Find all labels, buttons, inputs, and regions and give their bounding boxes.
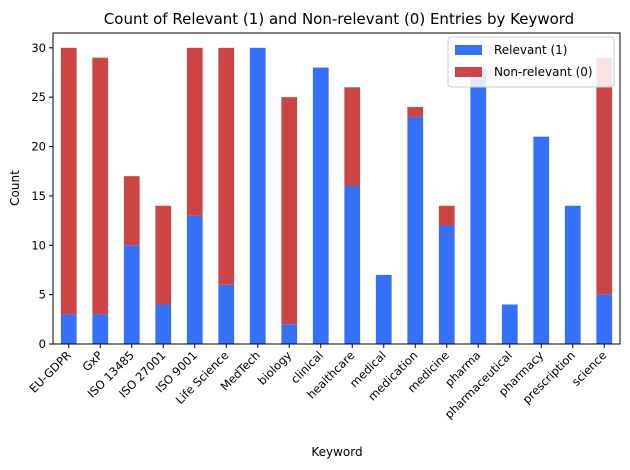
bar-non-relevant — [155, 205, 172, 305]
x-tick-label: GxP — [79, 348, 105, 374]
x-tick-label: science — [569, 348, 610, 389]
bar-relevant — [123, 245, 140, 344]
bar-relevant — [407, 116, 424, 344]
bar-relevant — [564, 205, 581, 344]
bar-relevant — [375, 274, 392, 344]
y-axis-label: Count — [8, 170, 22, 206]
plot-frame — [52, 32, 621, 345]
bar-non-relevant — [281, 97, 298, 325]
x-tick-label: EU-GDPR — [27, 348, 74, 395]
bar-non-relevant — [92, 57, 109, 315]
y-tick-label: 0 — [39, 337, 46, 351]
bar-non-relevant — [438, 205, 455, 226]
legend: Relevant (1) Non-relevant (0) — [447, 36, 615, 88]
bar-relevant — [533, 136, 550, 344]
bar-non-relevant — [123, 176, 140, 246]
bar-relevant — [155, 304, 172, 344]
bar-non-relevant — [596, 57, 613, 295]
bar-relevant — [60, 314, 77, 344]
y-tick-label: 20 — [31, 140, 46, 154]
y-tick-label: 30 — [31, 41, 46, 55]
legend-frame — [447, 36, 615, 88]
x-tick-label: biology — [255, 348, 295, 388]
bar-relevant — [501, 304, 518, 344]
bar-relevant — [596, 294, 613, 344]
bar-relevant — [438, 225, 455, 344]
y-tick-label: 25 — [31, 90, 46, 104]
bar-non-relevant — [344, 87, 361, 187]
bar-non-relevant — [60, 47, 77, 315]
bar-relevant — [312, 67, 329, 344]
bar-relevant — [218, 284, 235, 344]
chart-title: Count of Relevant (1) and Non-relevant (… — [104, 10, 574, 28]
bar-non-relevant — [218, 47, 235, 285]
legend-swatch — [455, 67, 482, 77]
bar-relevant — [92, 314, 109, 344]
bar-relevant — [249, 47, 266, 345]
legend-label: Relevant (1) — [494, 43, 567, 57]
y-tick-label: 15 — [31, 189, 46, 203]
bar-non-relevant — [407, 107, 424, 117]
bar-relevant — [186, 215, 203, 344]
y-tick-label: 10 — [31, 238, 46, 252]
bars-group — [60, 47, 613, 345]
y-tick-label: 5 — [39, 288, 46, 302]
bar-relevant — [281, 324, 298, 344]
bar-non-relevant — [186, 47, 203, 216]
x-axis-label: Keyword — [311, 445, 362, 459]
bar-relevant — [344, 186, 361, 344]
y-axis: 0 5 10 15 20 25 30 — [31, 41, 53, 351]
legend-label: Non-relevant (0) — [494, 65, 593, 79]
legend-swatch — [455, 45, 482, 55]
bar-relevant — [470, 67, 487, 344]
